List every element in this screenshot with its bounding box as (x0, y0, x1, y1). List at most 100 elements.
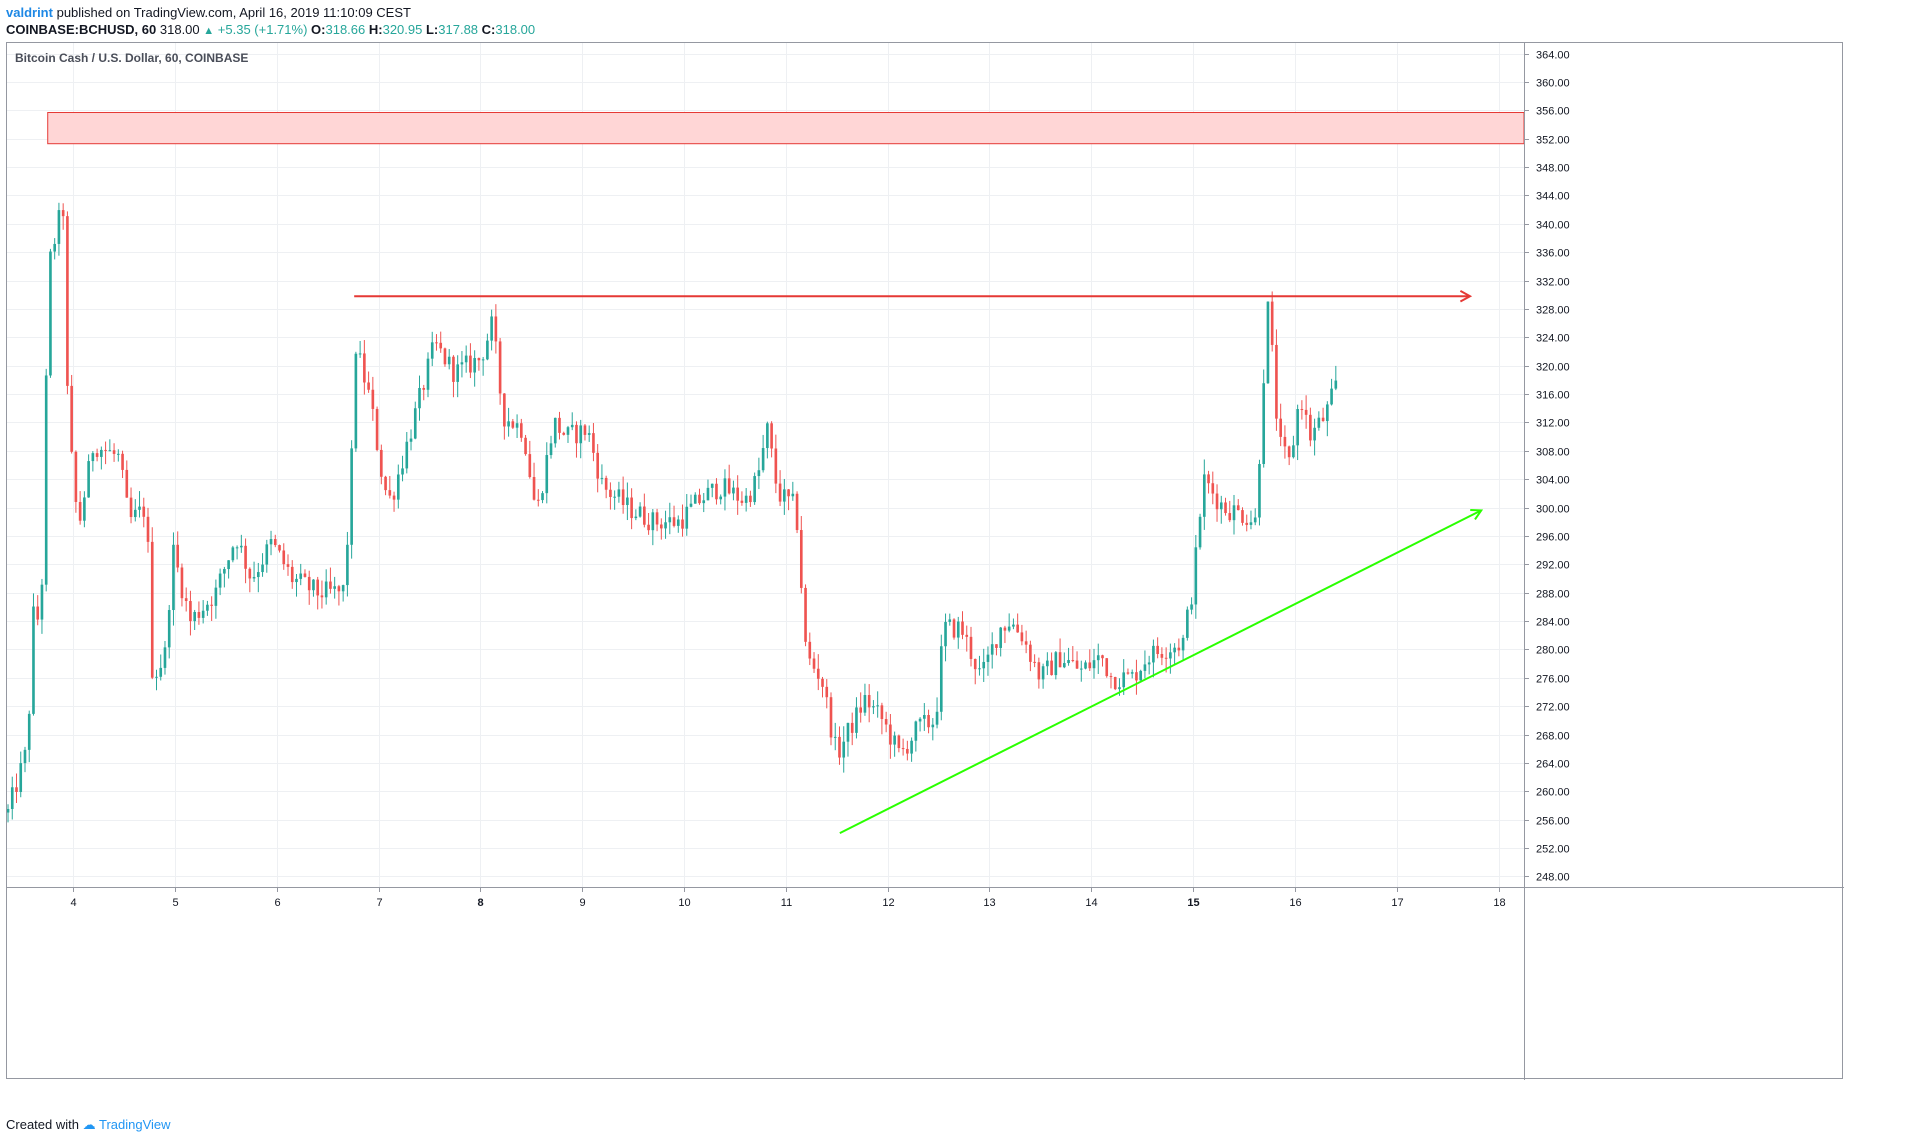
candle-body-down (1135, 672, 1138, 681)
candle-body-down (1088, 662, 1092, 669)
candle-body-up (872, 706, 875, 708)
candle-body-down (1224, 502, 1227, 514)
candle-body-down (197, 611, 201, 618)
price-tick-label: 316.00 (1536, 390, 1570, 402)
candle-body-up (261, 564, 264, 573)
candle-body-up (299, 573, 303, 579)
candle-body-down (774, 448, 778, 484)
footer: Created with ☁ TradingView (6, 1117, 171, 1133)
candle-body-down (1101, 655, 1104, 659)
candles (7, 202, 1338, 823)
candle-body-up (1067, 660, 1070, 664)
price-axis[interactable]: 248.00 252.00 256.00 260.00 264.00 268.00 272.… (1524, 50, 1570, 884)
candle-body-up (354, 353, 358, 449)
candle-body-down (282, 550, 286, 565)
candle-body-down (647, 524, 650, 531)
candle-body-down (583, 425, 587, 435)
quote-line: COINBASE:BCHUSD, 60 318.00 ▲ +5.35 (+1.7… (6, 22, 535, 37)
candle-body-down (371, 389, 375, 409)
candle-body-down (150, 541, 154, 678)
candle-body-down (273, 539, 277, 546)
candle-body-down (367, 382, 370, 390)
time-tick-label: 14 (1085, 897, 1097, 909)
candle-body-down (532, 477, 536, 500)
candle-body-down (1024, 641, 1028, 645)
created-with-text: Created with (6, 1117, 79, 1132)
candle-body-up (32, 606, 35, 714)
candle-body-down (104, 449, 107, 451)
candle-body-down (816, 668, 820, 679)
candle-body-down (749, 495, 752, 503)
candle-body-up (744, 495, 748, 503)
candle-body-down (439, 342, 443, 349)
tradingview-brand[interactable]: TradingView (99, 1117, 171, 1132)
candle-body-up (944, 621, 947, 647)
time-tick-label: 18 (1493, 897, 1505, 909)
candle-body-up (617, 489, 621, 497)
candle-body-up (426, 358, 430, 390)
candle-body-up (201, 610, 205, 618)
candle-body-down (1215, 493, 1219, 510)
candle-body-up (256, 572, 260, 578)
candle-body-down (66, 216, 69, 386)
candle-body-down (821, 678, 824, 687)
author-link[interactable]: valdrint (6, 5, 53, 20)
candle-body-up (19, 763, 23, 792)
price-tick-label: 268.00 (1536, 731, 1570, 743)
candle-body-down (1207, 474, 1210, 484)
time-tick-label: 5 (172, 897, 178, 909)
candle-body-up (702, 500, 706, 504)
candle-body-up (1292, 445, 1295, 458)
price-change: +5.35 (+1.71%) (217, 22, 308, 37)
candle-body-down (210, 604, 213, 606)
candle-body-up (833, 736, 837, 738)
candle-body-up (999, 627, 1003, 648)
candle-body-down (829, 697, 833, 738)
price-tick-label: 344.00 (1536, 191, 1570, 203)
time-tick-label: 6 (274, 897, 280, 909)
candle-body-down (1164, 657, 1168, 659)
candle-body-up (651, 512, 655, 531)
candle-body-down (112, 450, 116, 454)
candle-body-up (413, 408, 417, 439)
candle-body-down (392, 495, 396, 500)
price-tick-label: 308.00 (1536, 447, 1570, 459)
candle-body-up (791, 493, 795, 497)
symbol-label[interactable]: COINBASE:BCHUSD, 60 (6, 22, 157, 37)
candle-body-down (965, 634, 969, 637)
candle-body-up (1202, 474, 1206, 517)
candle-body-up (1169, 652, 1172, 659)
candle-body-down (867, 695, 871, 708)
resistance-line-arrowhead (1459, 290, 1473, 303)
price-chart[interactable]: 248.00 252.00 256.00 260.00 264.00 268.00 272.… (7, 43, 1844, 1080)
candle-body-down (901, 748, 905, 750)
candle-body-up (401, 468, 404, 475)
candle-body-down (655, 512, 659, 525)
candle-body-up (1118, 687, 1121, 690)
time-tick-label: 17 (1391, 897, 1403, 909)
candle-body-down (307, 576, 311, 591)
candle-body-down (715, 483, 718, 500)
candle-body-up (430, 342, 434, 359)
candle-body-up (948, 619, 952, 622)
candle-body-up (1079, 668, 1083, 670)
candle-body-up (1181, 637, 1185, 651)
candle-body-up (956, 621, 960, 638)
candle-body-down (320, 595, 324, 598)
candle-body-up (515, 423, 519, 428)
candle-body-up (464, 355, 468, 363)
candle-body-up (1249, 522, 1253, 525)
candle-body-up (133, 509, 137, 518)
candle-body-up (333, 586, 336, 589)
candle-body-up (486, 340, 489, 360)
candle-body-up (541, 493, 544, 501)
candle-body-up (693, 494, 697, 504)
candle-body-down (659, 524, 663, 529)
candle-body-down (184, 598, 188, 602)
candle-body-up (341, 585, 345, 592)
candle-body-up (990, 644, 994, 655)
candle-body-down (1029, 644, 1032, 662)
chart-frame[interactable]: 248.00 252.00 256.00 260.00 264.00 268.00 272.… (6, 42, 1844, 1080)
candle-body-down (1275, 344, 1278, 419)
time-axis[interactable]: 4 5 6 7 8 9 10 11 12 13 14 15 16 17 18 (70, 887, 1506, 909)
